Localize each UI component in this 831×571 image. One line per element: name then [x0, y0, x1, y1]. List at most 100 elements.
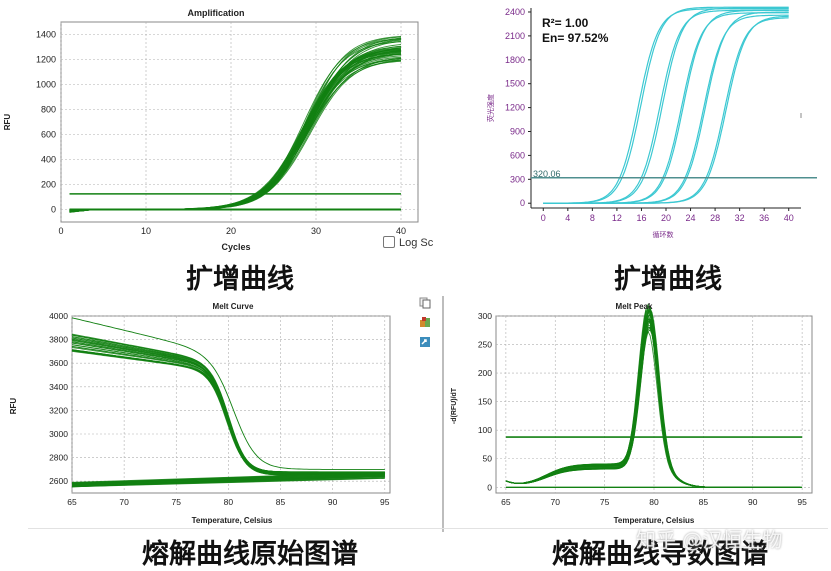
y-tick-label: 200 [41, 180, 56, 190]
x-tick-label: 20 [226, 226, 236, 236]
x-tick-label: 75 [172, 497, 182, 507]
r-squared-annotation: R²= 1.00 [542, 16, 589, 30]
baseline-curve [71, 472, 385, 485]
x-tick-label: 12 [612, 213, 622, 223]
copy-icon[interactable] [419, 297, 431, 309]
y-tick-label: 900 [510, 127, 525, 137]
y-tick-label: 2400 [505, 7, 525, 17]
tick-labels: 65 70 75 80 85 90 95 2600 2800 3000 3200 3400 3600 38… [49, 311, 390, 507]
x-tick-label: 75 [600, 497, 610, 507]
melt-peak-chart: 65 70 75 80 85 90 95 0 50 100 150 200 250 300 Melt Pe… [451, 302, 813, 525]
panel-divider [442, 296, 444, 532]
y-axis-label: RFU [3, 114, 12, 131]
y-tick-label: 3800 [49, 335, 68, 345]
standard-curve [543, 15, 789, 204]
tick-labels: 0 4 8 12 16 20 24 28 32 36 40 0 300 600 900 1200 1500 180… [505, 7, 794, 223]
y-tick-label: 1500 [505, 79, 525, 89]
x-tick-label: 30 [311, 226, 321, 236]
x-tick-label: 70 [119, 497, 129, 507]
x-axis-label: Cycles [221, 242, 250, 252]
x-axis-label: Temperature, Celsius [192, 516, 273, 525]
x-axis-label: Temperature, Celsius [614, 516, 695, 525]
x-tick-label: 65 [501, 497, 511, 507]
x-tick-label: 28 [710, 213, 720, 223]
x-tick-label: 80 [649, 497, 659, 507]
baseline-curve [71, 475, 385, 487]
y-tick-label: 50 [483, 454, 493, 464]
x-tick-label: 95 [797, 497, 807, 507]
standard-amplification-chart: 0 4 8 12 16 20 24 28 32 36 40 0 300 600 900 1200 1500 180… [486, 6, 817, 239]
x-tick-label: 40 [396, 226, 406, 236]
y-tick-label: 250 [478, 340, 492, 350]
chart-title: Amplification [187, 8, 244, 18]
y-tick-label: 400 [41, 155, 56, 165]
y-axis-label: -d(RFU)/dT [451, 387, 458, 424]
y-tick-label: 0 [51, 205, 56, 215]
y-tick-label: 3400 [49, 382, 68, 392]
chart-title: Melt Peak [616, 302, 653, 311]
y-tick-label: 150 [478, 397, 492, 407]
caption-bottom-left: 熔解曲线原始图谱 [142, 539, 358, 570]
curves [69, 35, 402, 213]
x-tick-label: 40 [784, 213, 794, 223]
y-tick-label: 3200 [49, 405, 68, 415]
y-axis-label: RFU [9, 398, 18, 415]
x-tick-label: 4 [565, 213, 570, 223]
checkbox-icon[interactable] [383, 236, 395, 248]
threshold-label: 320.06 [533, 169, 561, 179]
baseline-curve [71, 473, 385, 486]
x-axis-label: 循环数 [653, 230, 674, 239]
chart-title: Melt Curve [213, 302, 254, 311]
y-tick-label: 100 [478, 425, 492, 435]
x-tick-label: 95 [380, 497, 390, 507]
x-tick-label: 80 [224, 497, 234, 507]
y-tick-label: 300 [510, 174, 525, 184]
watermark: 知乎 @汉恒生物 [636, 528, 783, 552]
y-tick-label: 1200 [36, 55, 56, 65]
x-tick-label: 85 [699, 497, 709, 507]
palette-icon[interactable] [419, 316, 431, 328]
y-tick-label: 4000 [49, 311, 68, 321]
y-tick-label: 200 [478, 368, 492, 378]
y-tick-label: 300 [478, 311, 492, 321]
x-tick-label: 36 [759, 213, 769, 223]
y-tick-label: 600 [510, 150, 525, 160]
tick-labels: 65 70 75 80 85 90 95 0 50 100 150 200 250 300 [478, 311, 807, 507]
y-tick-label: 1400 [36, 30, 56, 40]
curves [71, 317, 385, 488]
curves [505, 303, 803, 488]
efficiency-annotation: En= 97.52% [542, 31, 609, 45]
x-tick-label: 24 [686, 213, 696, 223]
caption-top-right: 扩增曲线 [614, 264, 722, 295]
caption-bottom-right: 熔解曲线导数图谱 [552, 539, 768, 570]
export-icon[interactable] [419, 336, 431, 348]
y-tick-label: 2600 [49, 476, 68, 486]
y-tick-label: 2100 [505, 31, 525, 41]
y-tick-label: 3600 [49, 358, 68, 368]
y-tick-label: 3000 [49, 429, 68, 439]
melt-curve-chart: 65 70 75 80 85 90 95 2600 2800 3000 3200 3400 3600 38… [9, 302, 391, 525]
y-tick-label: 1800 [505, 55, 525, 65]
bottom-rule [28, 528, 828, 529]
caption-top-left: 扩增曲线 [186, 264, 294, 295]
y-axis-label: 荧光强度 [486, 94, 495, 122]
melt-curve [71, 336, 385, 473]
x-tick-label: 0 [541, 213, 546, 223]
y-tick-label: 0 [487, 482, 492, 492]
y-tick-label: 600 [41, 130, 56, 140]
melt-curve-outlier [71, 317, 385, 470]
x-tick-label: 90 [748, 497, 758, 507]
y-tick-label: 0 [520, 198, 525, 208]
y-tick-label: 2800 [49, 453, 68, 463]
x-tick-label: 65 [67, 497, 77, 507]
log-scale-checkbox[interactable]: Log Sc [383, 236, 433, 249]
grid [496, 315, 812, 493]
x-tick-label: 85 [276, 497, 286, 507]
log-scale-label: Log Sc [399, 237, 434, 249]
x-tick-label: 8 [590, 213, 595, 223]
y-tick-label: 1000 [36, 80, 56, 90]
x-tick-label: 0 [58, 226, 63, 236]
x-tick-label: 90 [328, 497, 338, 507]
